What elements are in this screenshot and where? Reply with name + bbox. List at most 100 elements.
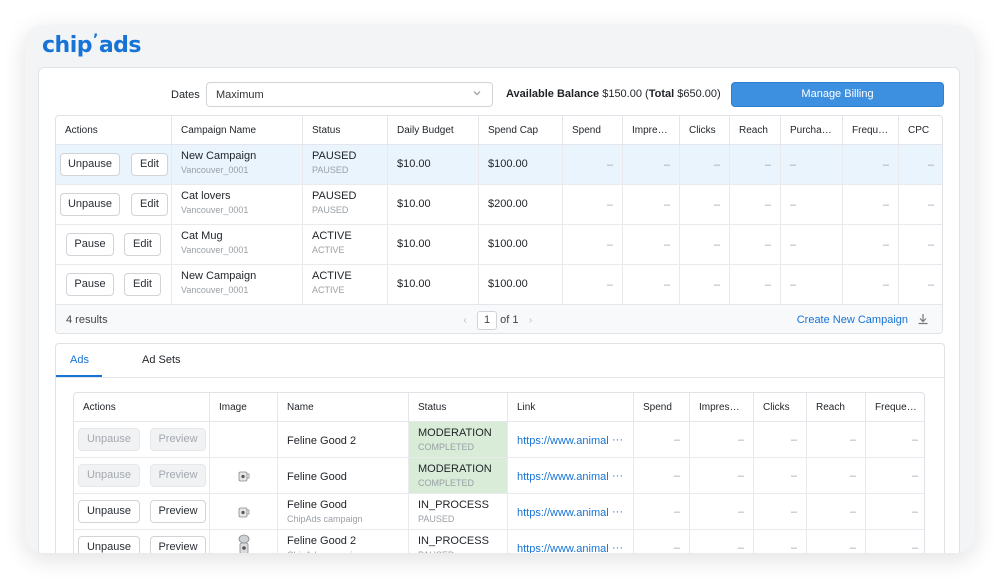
edit-button[interactable]: Edit [124,273,161,296]
mug-thumbnail-icon[interactable] [236,468,252,487]
link-cell: https://www.animal ··· [508,422,634,458]
ad-link[interactable]: https://www.animal [517,471,609,483]
campaigns-footer: 4 results ‹ 1 of 1 › Create New Campaign [56,304,942,333]
more-options-icon[interactable]: ··· [612,470,623,482]
campaign-name-cell[interactable]: Cat Mug Vancouver_0001 [172,225,303,265]
campaigns-table: Actions Campaign Name Status Daily Budget Sp… [55,115,943,334]
actions-cell: Unpause Preview [74,458,210,494]
column-header: Reach [807,393,866,422]
tab-bar: Ads Ad Sets [56,344,944,378]
actions-cell: Unpause Preview [74,422,210,458]
campaign-name[interactable]: New Campaign [181,150,257,162]
spend-cap: $100.00 [479,145,563,185]
empty-metric: – [680,185,730,225]
status-sub: PAUSED [312,205,349,215]
active-tab-indicator [56,375,102,377]
empty-metric: – [730,265,781,305]
empty-metric: – [690,422,754,458]
download-icon[interactable] [916,312,930,326]
next-page-icon[interactable]: › [528,315,533,326]
status-sub: ACTIVE [312,245,345,255]
empty-metric: – [754,530,807,553]
empty-metric: – [623,185,680,225]
campaign-name[interactable]: Cat lovers [181,190,231,202]
pause-button[interactable]: Pause [66,273,114,296]
column-header: Daily Budget [388,116,479,145]
main-content: Dates Maximum Available Balance $150.00 … [38,67,960,553]
empty-metric: – [623,225,680,265]
ad-link[interactable]: https://www.animal [517,435,609,447]
empty-metric: – [563,265,623,305]
figure-thumbnail-icon[interactable] [236,534,252,553]
edit-button[interactable]: Edit [131,193,168,216]
empty-metric: – [807,422,866,458]
status-sub: COMPLETED [418,478,475,488]
link-cell: https://www.animal ··· [508,458,634,494]
tab-ads[interactable]: Ads [70,354,89,366]
empty-metric: – [866,458,924,494]
preview-button: Preview [150,428,206,451]
image-cell [210,458,278,494]
ad-name[interactable]: Feline Good [287,499,347,511]
empty-metric: – [754,494,807,530]
edit-button[interactable]: Edit [124,233,161,256]
empty-metric: – [899,265,942,305]
unpause-button[interactable]: Unpause [78,536,140,553]
status-sub: PAUSED [312,165,349,175]
tab-ad-sets[interactable]: Ad Sets [142,354,181,366]
campaign-account: Vancouver_0001 [181,285,249,295]
manage-billing-button[interactable]: Manage Billing [731,82,944,107]
more-options-icon[interactable]: ··· [612,506,623,518]
page-number[interactable]: 1 [477,311,498,330]
column-header: Frequen… [866,393,924,422]
more-options-icon[interactable]: ··· [612,434,623,446]
ad-link[interactable]: https://www.animal [517,543,609,553]
dates-select[interactable]: Maximum [206,82,493,107]
empty-metric: – [843,265,899,305]
empty-metric: – [807,530,866,553]
column-header: Spend Cap [479,116,563,145]
chipads-logo[interactable]: chip’ads [42,32,142,58]
column-header: Reach [730,116,781,145]
ad-name-cell[interactable]: Feline Good ChipAds campaign [278,494,409,530]
prev-page-icon[interactable]: ‹ [463,315,467,326]
empty-metric: – [899,185,942,225]
actions-cell: Unpause Preview [74,494,210,530]
chevron-down-icon [472,88,482,101]
ad-name-cell[interactable]: Feline Good 2 [278,422,409,458]
campaign-name-cell[interactable]: New Campaign Vancouver_0001 [172,265,303,305]
unpause-button[interactable]: Unpause [60,193,120,216]
empty-metric: – [781,185,843,225]
unpause-button[interactable]: Unpause [78,500,140,523]
ad-name[interactable]: Feline Good 2 [287,535,357,547]
status-sub: PAUSED [418,550,498,553]
column-header: Image [210,393,278,422]
mug-thumbnail-icon[interactable] [236,504,252,523]
daily-budget: $10.00 [388,265,479,305]
campaign-account: Vancouver_0001 [181,165,249,175]
actions-cell: Unpause Edit [56,145,172,185]
ad-link[interactable]: https://www.animal [517,507,609,519]
ad-name-cell[interactable]: Feline Good 2 ChipAds campaign [278,530,409,553]
status-cell: ACTIVE ACTIVE [303,265,388,305]
empty-metric: – [634,494,690,530]
create-campaign-link[interactable]: Create New Campaign [796,314,908,326]
pagination: ‹ 1 of 1 › [456,311,540,330]
column-header: Campaign Name [172,116,303,145]
more-options-icon[interactable]: ··· [612,542,623,553]
status-value: MODERATION [418,427,492,439]
column-header: Name [278,393,409,422]
campaign-name[interactable]: New Campaign [181,270,257,282]
pause-button[interactable]: Pause [66,233,114,256]
status-sub: COMPLETED [418,442,475,452]
preview-button[interactable]: Preview [150,536,206,553]
campaign-name-cell[interactable]: New Campaign Vancouver_0001 [172,145,303,185]
ad-name-cell[interactable]: Feline Good [278,458,409,494]
column-header: Impress… [623,116,680,145]
preview-button[interactable]: Preview [150,500,206,523]
empty-metric: – [781,145,843,185]
campaign-name[interactable]: Cat Mug [181,230,223,242]
edit-button[interactable]: Edit [131,153,168,176]
campaign-name-cell[interactable]: Cat lovers Vancouver_0001 [172,185,303,225]
unpause-button[interactable]: Unpause [60,153,120,176]
